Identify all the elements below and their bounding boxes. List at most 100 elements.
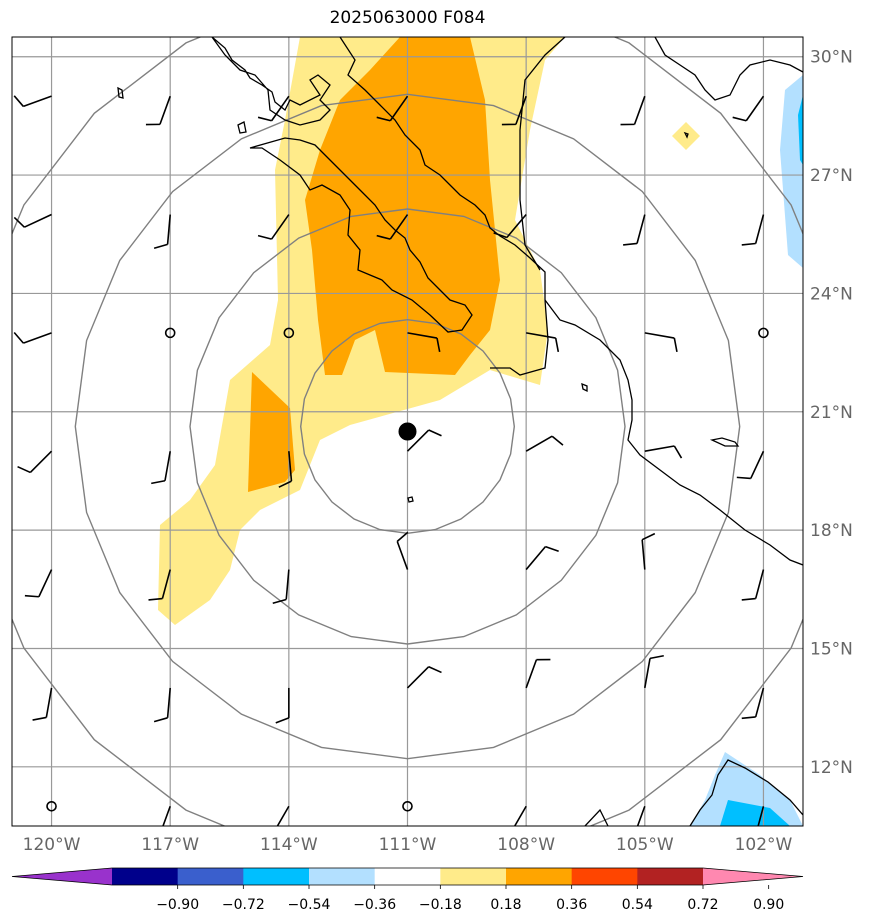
colorbar-outline — [11, 867, 804, 886]
wind-barb-shaft — [166, 214, 171, 245]
wind-barb-flag — [554, 337, 560, 352]
wind-barb-shaft — [526, 332, 556, 339]
wind-barb-shaft — [166, 687, 171, 718]
coastlines — [117, 37, 803, 826]
wind-barb-shaft — [525, 435, 553, 452]
colorbar-tick-label: −0.54 — [288, 897, 331, 913]
wind-barb-flag — [673, 337, 678, 352]
wind-barb-flag — [148, 597, 163, 601]
coastline-baja-peninsula — [249, 137, 473, 333]
wind-barb-shaft — [641, 539, 646, 570]
wind-barb-shaft — [407, 332, 438, 339]
coastline-southeast — [689, 759, 803, 826]
calm-wind-marker — [758, 327, 769, 339]
wind-barb-flag — [153, 243, 168, 249]
island-6 — [683, 131, 689, 139]
wind-barb-flag — [278, 480, 292, 488]
coastline-bottom — [584, 808, 609, 826]
wind-barb-shaft — [525, 659, 538, 689]
wind-barb-flag — [623, 242, 638, 246]
longitude-label: 117°W — [141, 835, 199, 855]
wind-barb-shaft — [162, 806, 171, 826]
wind-barb-flag — [257, 116, 272, 122]
wind-barb-flag — [257, 234, 272, 240]
calm-wind-marker — [46, 800, 57, 812]
wind-barb-shaft — [750, 450, 765, 479]
wind-barb-flag — [641, 532, 656, 541]
wind-barb-shaft — [745, 95, 765, 122]
colorbar-extend-low — [12, 868, 112, 885]
wind-barb-flag — [741, 597, 756, 601]
range-ring — [299, 318, 516, 535]
wind-barb-flag — [493, 232, 508, 239]
wind-barb-flag — [545, 545, 559, 552]
latitude-labels: 30°N 27°N 24°N 21°N 18°N 15°N 12°N — [810, 48, 853, 778]
wind-barb-shaft — [406, 666, 430, 689]
wind-barb-shaft — [525, 546, 547, 571]
colorbar-tick-label: 0.18 — [490, 897, 521, 913]
colorbar-tick-label: 0.90 — [753, 897, 784, 913]
wind-barb-flag — [153, 717, 168, 723]
wind-barb-flag — [32, 716, 47, 721]
wind-barb-flag — [151, 479, 166, 485]
positive-field-strong — [305, 37, 500, 375]
wind-barb-flag — [17, 465, 31, 474]
colorbar-tick-label: 0.72 — [687, 897, 718, 913]
colorbar-segment — [637, 868, 704, 885]
wind-barb-shaft — [644, 332, 675, 339]
colorbar-tick-label: −0.90 — [156, 897, 199, 913]
range-ring — [74, 93, 741, 760]
colorbar-tick-label: −0.72 — [222, 897, 265, 913]
latitude-label: 24°N — [810, 284, 853, 304]
wind-barb-shaft — [389, 214, 409, 240]
wind-barbs — [13, 95, 769, 832]
wind-barb-flag — [376, 116, 391, 122]
wind-barb-shaft — [513, 805, 527, 826]
calm-wind-marker — [283, 327, 295, 339]
latitude-label: 12°N — [810, 758, 853, 778]
positive-field-strong-2 — [248, 372, 295, 492]
wind-barb-shaft — [23, 95, 52, 108]
colorbar-segment — [112, 868, 179, 885]
wind-barb-flag — [376, 234, 391, 240]
map-title: 2025063000 F084 — [329, 8, 486, 28]
wind-barb-flag — [13, 216, 25, 228]
wind-barb-shaft — [636, 806, 646, 826]
latitude-label: 18°N — [810, 521, 853, 541]
colorbar-tick-label: −0.36 — [353, 897, 396, 913]
longitude-label: 120°W — [23, 835, 81, 855]
wind-barb-shaft — [24, 213, 52, 228]
wind-barb-shaft — [38, 569, 53, 598]
wind-barb-shaft — [644, 445, 675, 453]
latitude-label: 27°N — [810, 166, 853, 186]
colorbar-tick-label: 0.36 — [556, 897, 587, 913]
wind-barb-flag — [428, 665, 442, 674]
island-3 — [581, 382, 588, 393]
wind-barb-shaft — [270, 95, 290, 122]
wind-barb-shaft — [754, 569, 765, 599]
wind-barb-shaft — [757, 806, 765, 826]
longitude-label: 102°W — [735, 835, 793, 855]
colorbar-segment — [440, 868, 507, 885]
wind-barb-shaft — [644, 658, 651, 689]
wind-barb-flag — [673, 445, 683, 459]
wind-barb-shaft — [285, 569, 290, 600]
wind-barb-shaft — [164, 451, 171, 481]
wind-barb-shaft — [23, 332, 52, 344]
wind-barb-flag — [497, 830, 511, 832]
longitude-label: 108°W — [497, 835, 555, 855]
wind-barb-shaft — [159, 95, 171, 125]
negative-field-se-2 — [720, 800, 790, 826]
negative-field-se — [690, 752, 803, 826]
wind-barb-flag — [736, 476, 751, 480]
colorbar-segment — [177, 868, 244, 885]
longitude-label: 114°W — [260, 835, 318, 855]
island-4 — [709, 437, 740, 447]
range-rings — [12, 37, 803, 826]
colorbar-extend-high — [703, 868, 803, 885]
map-frame — [11, 36, 804, 827]
coastline-northeast — [654, 37, 803, 101]
colorbar-tick-label: −0.18 — [419, 897, 462, 913]
wind-barb-flag — [260, 830, 274, 832]
wind-barb-flag — [13, 95, 24, 107]
